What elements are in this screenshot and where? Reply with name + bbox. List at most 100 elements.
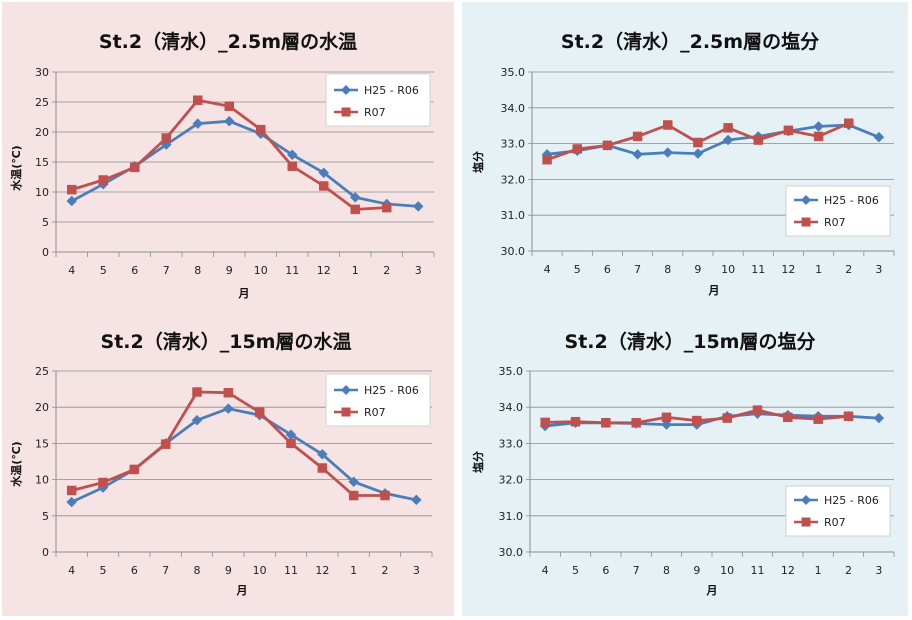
data-point-square <box>783 125 794 136</box>
x-tick-label: 6 <box>131 264 138 277</box>
x-tick-label: 5 <box>100 564 107 577</box>
data-point-square <box>572 144 582 154</box>
x-axis-label: 月 <box>236 584 248 597</box>
legend-marker-square <box>341 107 351 117</box>
legend: H25 - R06 R07 <box>785 485 891 537</box>
data-point-square <box>223 387 234 398</box>
legend-box <box>325 373 431 427</box>
x-tick-label: 11 <box>284 564 298 577</box>
legend-label: H25 - R06 <box>364 384 419 397</box>
data-point-diamond <box>632 148 643 160</box>
x-tick-label: 5 <box>574 263 581 276</box>
data-point-square <box>602 140 613 151</box>
y-tick-label: 5 <box>42 216 49 229</box>
legend-item-r07: R07 <box>334 406 386 419</box>
x-tick-label: 6 <box>604 263 611 276</box>
data-point-square <box>130 162 140 173</box>
data-point-square <box>98 477 108 488</box>
data-point-square <box>286 438 296 449</box>
x-tick-label: 2 <box>383 264 390 277</box>
data-point-square <box>129 464 140 475</box>
data-point-diamond <box>813 121 824 132</box>
y-tick-label: 34.0 <box>499 401 524 414</box>
y-tick-label: 20 <box>35 126 49 139</box>
data-point-square <box>783 412 793 423</box>
series-lines <box>539 405 885 432</box>
y-tick-label: 32.0 <box>501 173 526 186</box>
legend-item-h25-r06: H25 - R06 <box>794 494 879 507</box>
data-point-square <box>723 123 733 133</box>
chart-title: St.2（清水）_2.5m層の水温 <box>99 30 357 53</box>
y-tick-label: 33.0 <box>499 437 524 450</box>
legend-label: R07 <box>824 516 846 529</box>
data-point-square <box>287 161 297 171</box>
data-point-diamond <box>222 403 234 415</box>
data-point-square <box>319 181 329 191</box>
data-point-diamond <box>286 149 298 161</box>
data-point-square <box>601 418 611 428</box>
x-tick-label: 2 <box>382 564 389 577</box>
chart-title: St.2（清水）_15m層の塩分 <box>565 330 816 353</box>
x-tick-label: 10 <box>721 263 735 276</box>
chart-salinity-15m: St.2（清水）_15m層の塩分 30.0 31.0 32.0 33.0 34.0 35.… <box>471 330 895 597</box>
y-tick-label: 35.0 <box>501 66 526 79</box>
legend-box <box>785 485 891 537</box>
legend-label: H25 - R06 <box>824 494 879 507</box>
legend-marker-square <box>801 517 811 527</box>
x-tick-label: 5 <box>572 564 579 577</box>
x-tick-label: 10 <box>253 564 267 577</box>
y-tick-label: 31.0 <box>499 510 524 523</box>
legend-label: H25 - R06 <box>364 84 419 97</box>
data-point-square <box>348 490 359 501</box>
y-tick-label: 20 <box>35 401 49 414</box>
x-tick-label: 12 <box>781 564 795 577</box>
x-tick-label: 2 <box>845 263 852 276</box>
y-axis-label: 塩分 <box>471 451 485 473</box>
y-tick-label: 5 <box>42 510 49 523</box>
data-point-square <box>542 154 552 165</box>
x-tick-label: 8 <box>194 264 201 277</box>
data-point-diamond <box>410 494 422 506</box>
legend-marker-square <box>801 217 811 227</box>
x-tick-label: 9 <box>225 564 232 577</box>
x-tick-label: 9 <box>694 263 701 276</box>
series-line-h25-r06 <box>546 123 880 156</box>
y-tick-label: 33.0 <box>501 138 526 151</box>
legend-label: R07 <box>824 216 846 229</box>
data-point-diamond <box>192 118 204 129</box>
legend-box <box>785 185 891 237</box>
data-point-square <box>192 387 202 397</box>
y-tick-label: 30.0 <box>499 546 524 559</box>
legend-item-r07: R07 <box>794 516 846 529</box>
data-point-diamond <box>316 448 328 460</box>
legend-label: H25 - R06 <box>824 194 879 207</box>
y-tick-label: 0 <box>42 546 49 559</box>
legend-marker-diamond <box>801 495 811 505</box>
x-tick-label: 8 <box>664 263 671 276</box>
x-tick-label: 7 <box>163 264 170 277</box>
data-point-diamond <box>223 115 235 127</box>
x-tick-label: 3 <box>875 564 882 577</box>
data-point-square <box>193 95 203 105</box>
y-tick-label: 25 <box>35 365 49 378</box>
data-point-square <box>540 417 550 428</box>
legend: H25 - R06 R07 <box>325 373 431 427</box>
x-tick-label: 6 <box>131 564 138 577</box>
x-tick-label: 7 <box>162 564 169 577</box>
legend-item-h25-r06: H25 - R06 <box>794 194 879 207</box>
x-tick-label: 1 <box>352 264 359 277</box>
data-point-square <box>161 133 171 143</box>
data-point-diamond <box>66 496 78 508</box>
data-point-diamond <box>873 412 885 424</box>
data-point-square <box>224 101 234 111</box>
data-point-square <box>66 485 77 496</box>
x-tick-label: 11 <box>751 564 765 577</box>
y-axis-label: 水温(℃) <box>9 145 23 190</box>
x-tick-label: 7 <box>634 263 641 276</box>
series-lines <box>541 118 885 165</box>
legend-box <box>325 73 431 127</box>
data-point-square <box>693 137 703 148</box>
data-point-square <box>813 414 823 424</box>
